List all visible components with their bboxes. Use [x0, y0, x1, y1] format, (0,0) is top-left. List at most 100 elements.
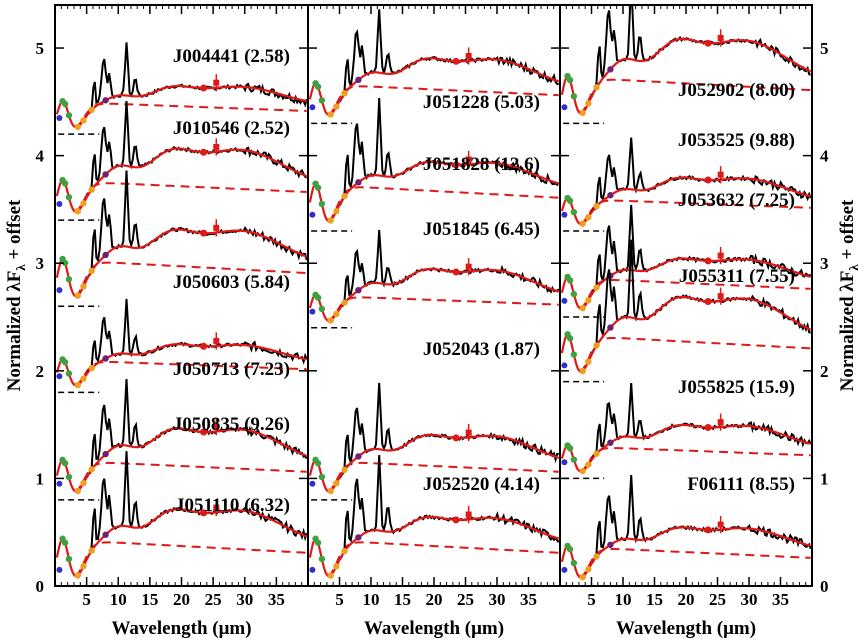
photometry-blue-J053632 — [561, 297, 568, 304]
photometry-point-J052520-1 — [314, 539, 322, 546]
photometry-point-J051845-5 — [341, 299, 348, 306]
continuum-J051110 — [73, 541, 307, 577]
x-axis-title-3: Wavelength (μm) — [616, 618, 756, 639]
x-tick-label: 30 — [236, 590, 253, 609]
photometry-point-J055311-5 — [593, 342, 600, 349]
x-tick-label: 25 — [709, 590, 726, 609]
continuum-J050603 — [73, 261, 307, 297]
photometry-point-J053525-6 — [607, 192, 614, 199]
photometry-point-J050713-1 — [61, 359, 69, 366]
photometry-point-F06111-4 — [585, 566, 592, 573]
photometry-point-J051228-6 — [355, 76, 362, 84]
x-tick-label: 30 — [489, 590, 506, 609]
spectrum-label-J010546: J010546 (2.52) — [173, 118, 290, 139]
photometry-point-J050835-5 — [88, 466, 95, 473]
photometry-point-J052043-6 — [355, 453, 362, 460]
x-tick-label: 35 — [772, 590, 789, 609]
y-tick-label-left: 4 — [36, 147, 45, 166]
photometry-point-J050713-3 — [74, 381, 81, 389]
photometry-point-J055311-6 — [607, 324, 614, 331]
mips-point-J055825 — [717, 419, 724, 426]
photometry-point-J053632-5 — [593, 284, 600, 291]
photometry-point-J055825-4 — [585, 461, 592, 468]
photometry-point-J050835-2 — [65, 473, 73, 481]
spectrum-label-J050603: J050603 (5.84) — [173, 272, 290, 293]
spectrum-label-J051110: J051110 (6.32) — [175, 495, 290, 516]
photometry-point-J010546-2 — [65, 194, 73, 201]
photometry-blue-J010546 — [56, 201, 63, 208]
mips-point-J053632 — [717, 252, 724, 259]
photometry-point-J050835-4 — [80, 479, 87, 487]
continuum-J050835 — [73, 461, 307, 492]
photometry-point-J051828-2 — [318, 200, 326, 208]
spectrum-J004441 — [55, 42, 308, 135]
photometry-point-J053632-2 — [570, 290, 578, 298]
x-tick-label: 15 — [394, 590, 411, 609]
model-J051828 — [308, 160, 560, 223]
photometry-point-J051110-5 — [88, 547, 95, 554]
spectrum-label-J052043: J052043 (1.87) — [423, 339, 540, 360]
photometry-point-J050713-4 — [80, 375, 87, 382]
photometry-point-J052043-5 — [341, 466, 348, 474]
photometry-blue-J050713 — [56, 373, 63, 380]
panel-3: 5 10 15 20 25 30 35 Wavelength (μm) J052902 (8.0… — [559, 4, 813, 639]
photometry-point-J004441-1 — [61, 100, 69, 108]
photometry-point-J051845-1 — [314, 294, 322, 301]
model-J051110 — [55, 508, 308, 578]
continuum-J053632 — [578, 279, 811, 309]
iras-point-J055825 — [704, 423, 712, 431]
photometry-point-J050713-6 — [102, 355, 109, 362]
photometry-point-J050603-2 — [65, 276, 73, 283]
photometry-blue-J051828 — [309, 211, 316, 218]
photometry-point-J051110-3 — [74, 572, 81, 579]
photometry-blue-J052902 — [561, 104, 568, 111]
mips-point-J052520 — [465, 511, 472, 518]
photometry-point-J051828-3 — [327, 217, 334, 224]
photometry-point-J051845-3 — [327, 317, 334, 324]
spectrum-label-J052520: J052520 (4.14) — [423, 474, 540, 495]
photometry-point-J004441-6 — [102, 97, 109, 104]
continuum-J051828 — [326, 186, 559, 221]
iras-point-J050603 — [200, 229, 208, 237]
spectrum-J010546 — [55, 100, 308, 221]
y-tick-label-right: 3 — [820, 254, 829, 273]
spectrum-J055311 — [560, 239, 812, 383]
x-tick-label: 20 — [173, 590, 190, 609]
iras-point-J050835 — [200, 428, 208, 436]
model-J051845 — [308, 267, 560, 323]
photometry-blue-J051845 — [309, 308, 316, 315]
model-J055311 — [560, 296, 812, 374]
photometry-point-F06111-3 — [579, 573, 586, 581]
photometry-point-J004441-3 — [74, 123, 81, 131]
spectrum-J051828 — [308, 98, 560, 232]
y-tick-label-left: 0 — [36, 577, 45, 596]
model-J050603 — [55, 228, 308, 298]
model-J055825 — [560, 423, 811, 473]
spectrum-J052043 — [308, 382, 560, 501]
continuum-J052520 — [326, 541, 559, 577]
x-tick-label: 15 — [141, 590, 158, 609]
y-tick-label-right: 1 — [820, 469, 829, 488]
photometry-blue-J052520 — [309, 566, 316, 573]
panel-1: 5 10 15 20 25 30 35 Wavelength (μm) J004441 (2.5… — [54, 4, 309, 639]
iras-point-J052520 — [452, 516, 460, 524]
photometry-point-J051228-5 — [341, 90, 348, 97]
model-J051228 — [308, 57, 560, 117]
y-axis-title-left: Normalized λFλ + offset — [4, 199, 28, 391]
continuum-F06111 — [578, 548, 811, 578]
photometry-blue-J052043 — [309, 480, 316, 487]
y-tick-label-right: 0 — [820, 577, 829, 596]
photometry-point-J051228-3 — [327, 111, 334, 118]
x-tick-label: 5 — [587, 590, 596, 609]
y-tick-label-left: 5 — [36, 39, 45, 58]
photometry-point-J052520-4 — [333, 563, 340, 570]
continuum-J055825 — [578, 447, 811, 472]
mips-point-J050835 — [213, 423, 220, 430]
spectrum-label-F06111: F06111 (8.55) — [687, 474, 795, 495]
continuum-J052043 — [326, 461, 559, 492]
photometry-blue-J055311 — [561, 362, 568, 369]
spectrum-J051110 — [55, 451, 308, 586]
spectrum-label-J052902: J052902 (8.00) — [678, 80, 795, 101]
photometry-point-J053632-4 — [585, 297, 592, 304]
iras-point-J051845 — [452, 268, 460, 276]
